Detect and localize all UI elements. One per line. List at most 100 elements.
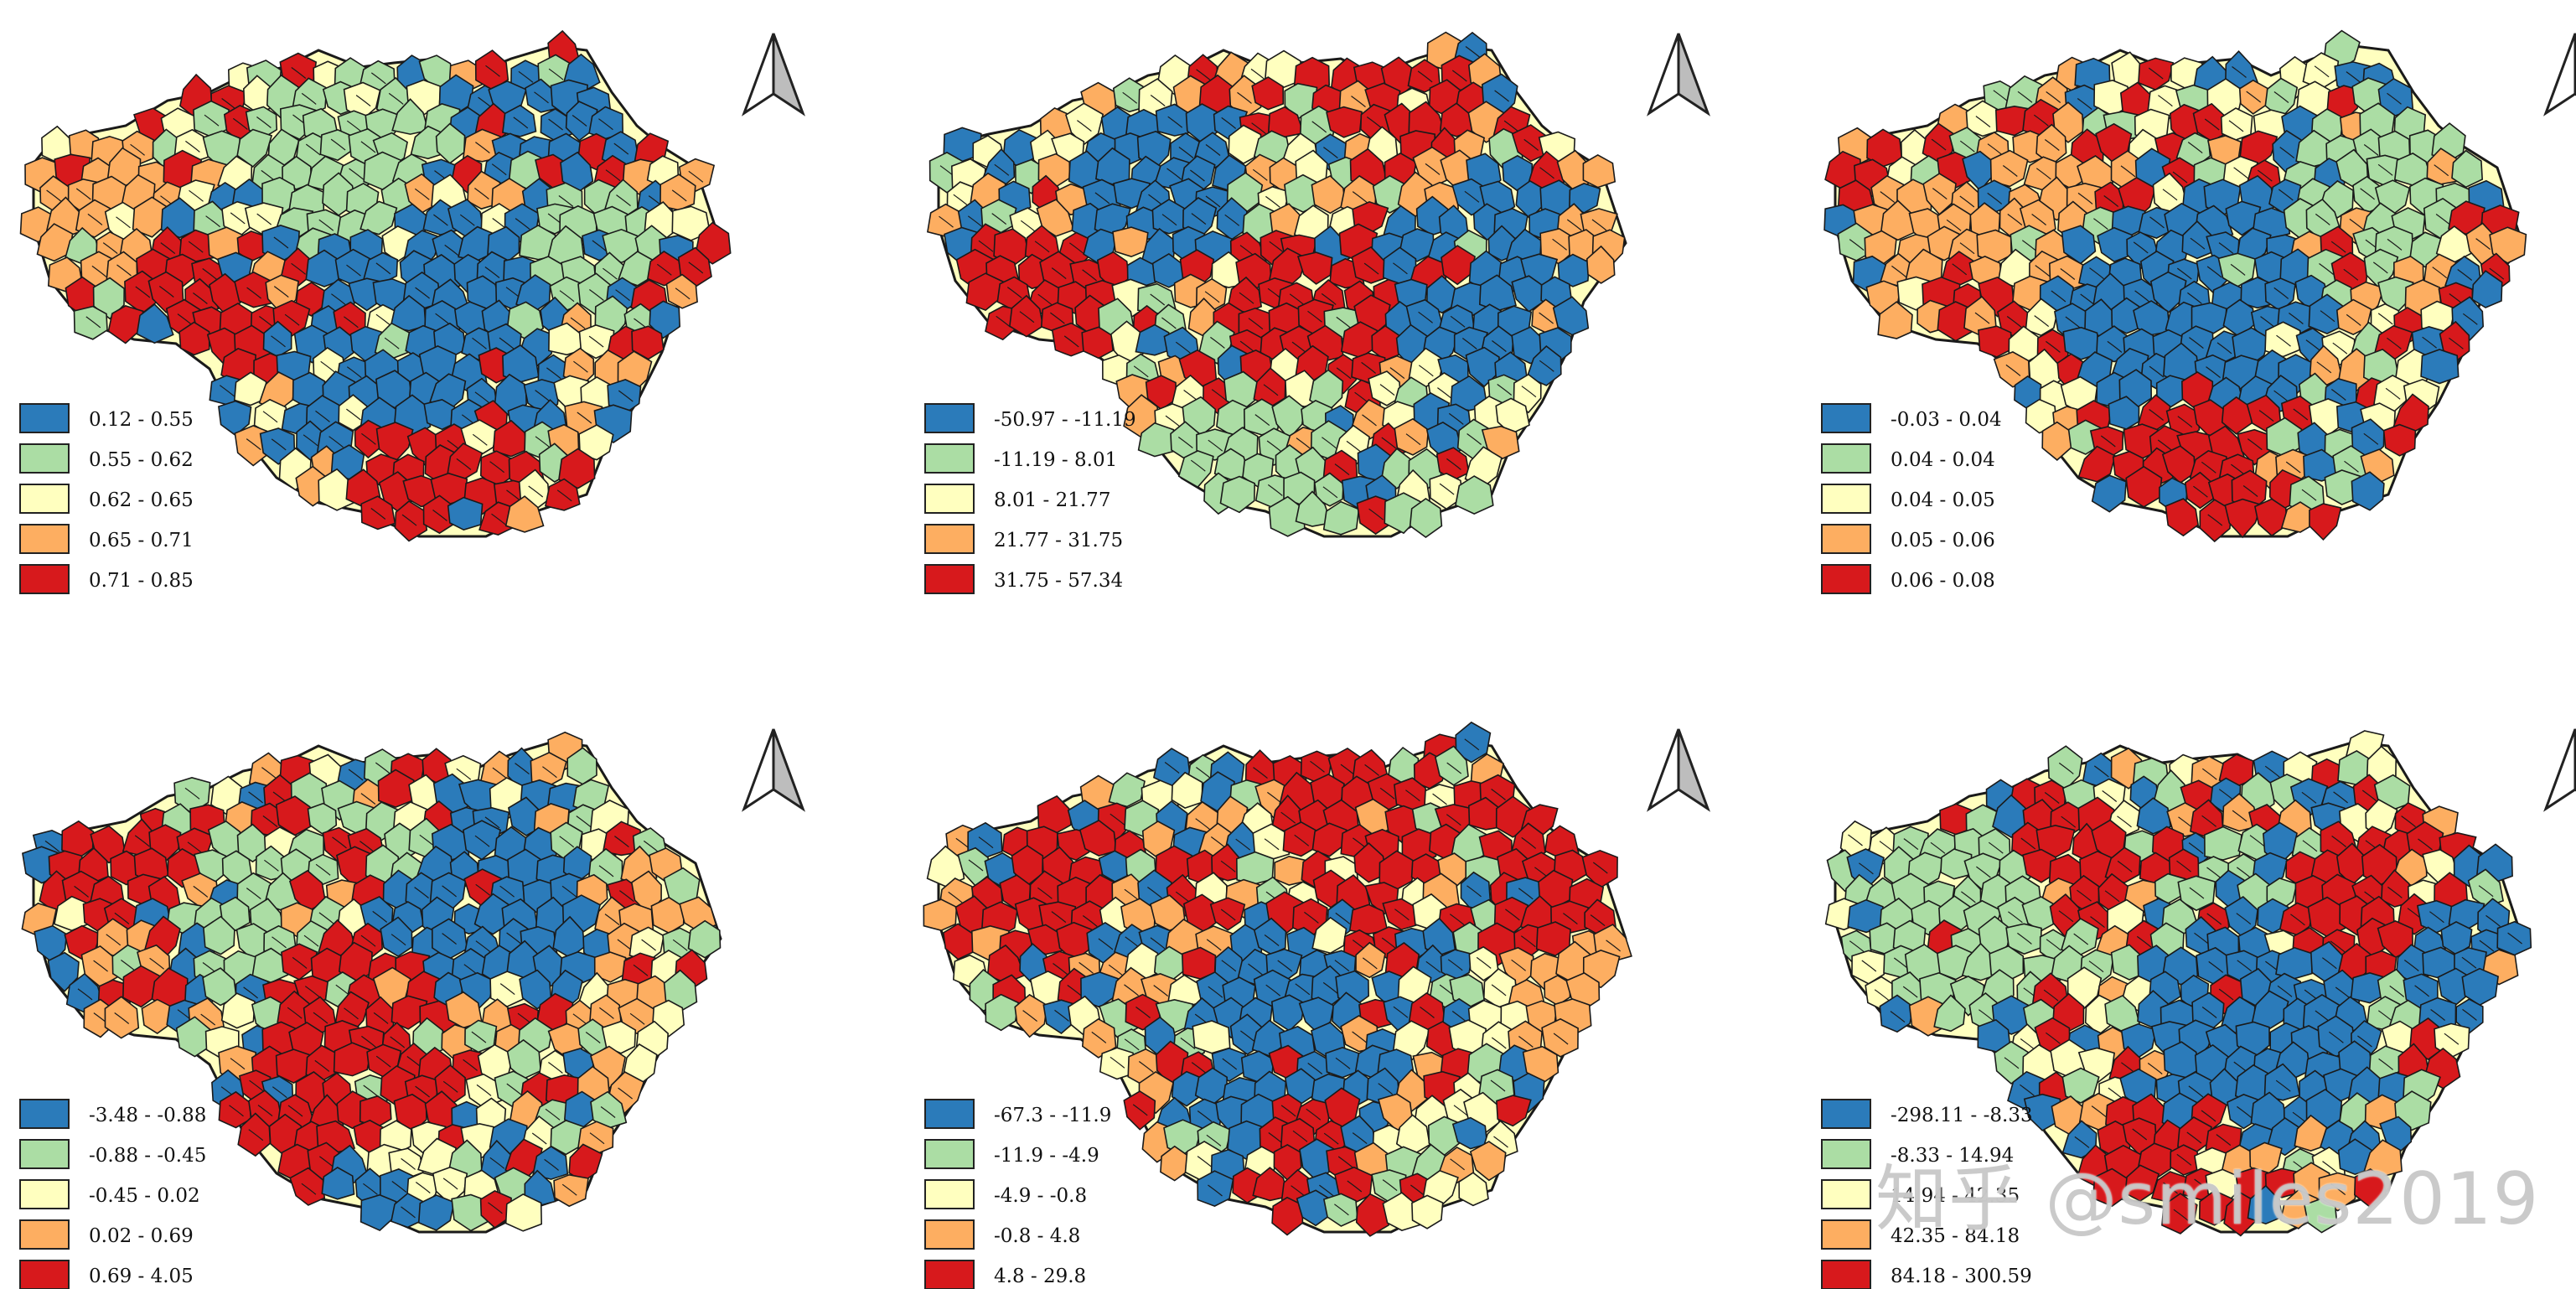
boundary-line [87,213,103,225]
boundary-line [1164,762,1180,774]
boundary-line [1122,91,1138,104]
boundary-line [287,1007,303,1019]
area-cell [1311,822,1347,857]
boundary-line [2093,218,2108,230]
boundary-line [273,286,289,298]
boundary-line [1450,1158,1465,1171]
boundary-line [303,934,319,947]
boundary-line [2176,267,2192,280]
legend-label: 14.94 - 42.35 [1891,1185,2020,1207]
legend-swatch [19,1139,70,1169]
legend-swatch [1821,1219,1871,1250]
boundary-line [2177,416,2193,428]
boundary-line [1362,414,1377,427]
legend-swatch [924,1219,975,1250]
boundary-line [2320,310,2335,323]
area-cell [1585,245,1616,284]
area-cell [2025,398,2058,434]
legend-label: 4.8 - 29.8 [994,1266,1086,1287]
boundary-line [968,859,984,872]
area-cell [2222,793,2259,832]
legend-label: 0.12 - 0.55 [89,409,194,431]
boundary-line [1466,885,1482,898]
boundary-line [373,1012,389,1024]
boundary-line [618,390,634,402]
legend-swatch [924,1139,975,1169]
boundary-line [363,1085,379,1097]
boundary-line [1418,365,1434,377]
boundary-line [2489,267,2505,280]
boundary-line [475,940,491,953]
area-cell [1326,106,1363,138]
boundary-line [474,391,490,404]
boundary-line [1521,386,1537,398]
boundary-line [1006,287,1022,299]
north-arrow-icon [1647,728,1710,812]
boundary-line [361,1035,376,1048]
boundary-line [1079,961,1094,974]
boundary-line [1280,1105,1296,1117]
boundary-line [2403,960,2419,971]
area-cell [2471,270,2503,308]
boundary-line [384,337,400,349]
boundary-line [1491,789,1506,800]
area-cell [504,1193,543,1232]
legend-label: -0.88 - -0.45 [89,1145,206,1167]
boundary-line [506,1083,522,1095]
boundary-line [2046,1032,2061,1044]
boundary-line [1132,1104,1148,1116]
boundary-line [1368,508,1384,520]
legend-label: 8.01 - 21.77 [994,489,1110,511]
legend-swatch [1821,524,1871,554]
boundary-line [363,1183,378,1195]
boundary-line [1153,985,1169,997]
boundary-line [2035,265,2051,277]
boundary-line [346,408,361,421]
boundary-line [346,366,362,379]
legend-label: 0.02 - 0.69 [89,1225,194,1247]
boundary-line [2330,241,2346,253]
boundary-line [1420,1007,1435,1018]
boundary-line [2301,489,2317,501]
boundary-line [184,787,200,800]
area-cell [1465,346,1500,388]
area-cell [1411,1194,1444,1229]
north-arrow-icon [742,33,805,116]
boundary-line [1389,367,1405,380]
north-arrow-icon [742,728,805,812]
legend-label: 0.69 - 4.05 [89,1266,194,1287]
boundary-line [1335,1057,1351,1069]
boundary-line [499,337,515,349]
boundary-line [475,883,491,896]
legend-label: 21.77 - 31.75 [994,530,1123,551]
boundary-line [688,170,704,183]
boundary-line [2322,1161,2337,1173]
boundary-line [1859,862,1874,875]
boundary-line [2120,165,2136,178]
boundary-line [2462,313,2478,325]
boundary-line [2279,147,2295,159]
boundary-line [2389,985,2405,997]
boundary-line [232,117,248,130]
boundary-line [149,957,164,970]
boundary-line [619,890,634,903]
boundary-line [1946,219,1962,231]
boundary-line [1932,188,1948,200]
boundary-line [2007,214,2023,225]
boundary-line [1252,168,1268,181]
boundary-line [1161,317,1177,329]
boundary-line [1124,984,1139,997]
boundary-line [1175,341,1191,354]
choropleth-map-4 [21,731,722,1234]
boundary-line [472,337,487,349]
boundary-line [370,508,386,520]
boundary-line [2242,485,2258,497]
boundary-line [1381,437,1397,449]
boundary-line [531,1132,547,1145]
boundary-line [589,1132,605,1145]
boundary-line [304,986,320,998]
boundary-line [1362,957,1378,970]
boundary-line [2051,290,2066,303]
boundary-line [474,835,490,847]
boundary-line [939,215,954,228]
